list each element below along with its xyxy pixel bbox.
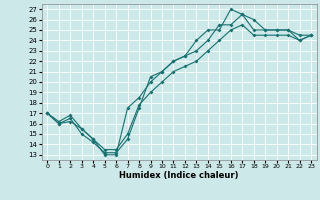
X-axis label: Humidex (Indice chaleur): Humidex (Indice chaleur) [119, 171, 239, 180]
